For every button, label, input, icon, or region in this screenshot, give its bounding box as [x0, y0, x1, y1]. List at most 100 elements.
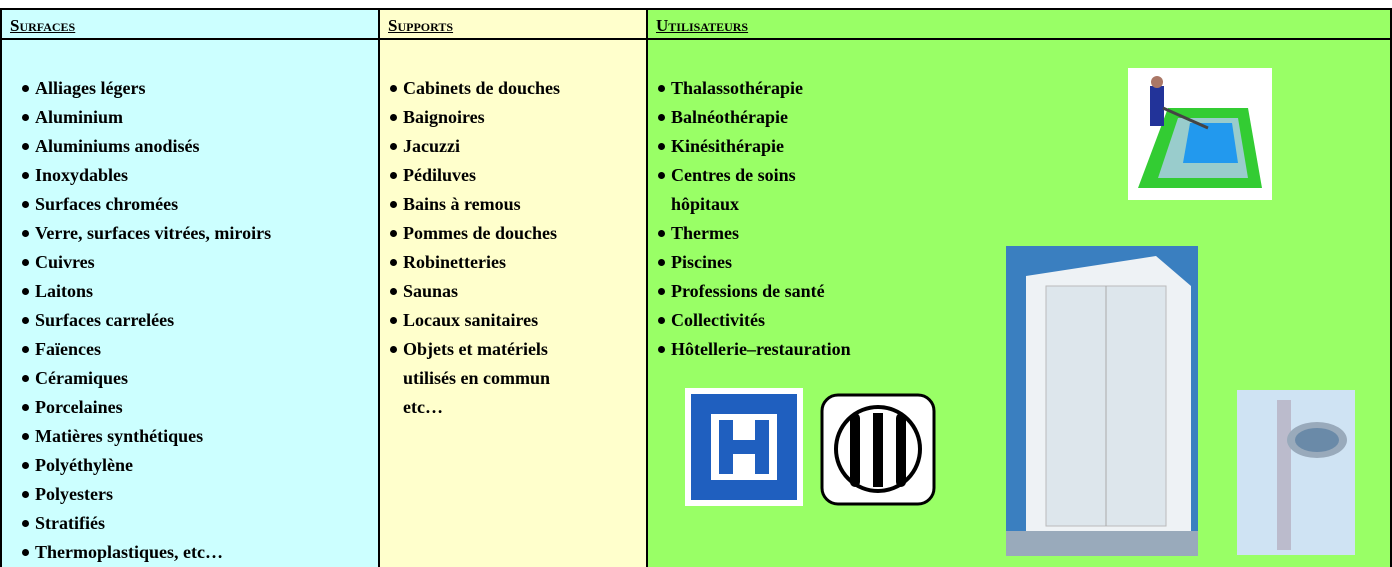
bullet — [22, 172, 29, 179]
header-text: Surfaces — [10, 16, 76, 35]
list-item: Inoxydables — [22, 161, 271, 190]
bullet — [390, 288, 397, 295]
header-text: Supports — [388, 16, 454, 35]
list-item: Porcelaines — [22, 393, 271, 422]
list-item: Polyesters — [22, 480, 271, 509]
item-text: Baignoires — [403, 107, 485, 127]
list-item: Thermoplastiques, etc… — [22, 538, 271, 567]
bullet — [658, 259, 665, 266]
shower-cabin-image — [1006, 246, 1198, 556]
header-text: Utilisateurs — [656, 16, 749, 35]
list-item: Faïences — [22, 335, 271, 364]
bullet — [22, 375, 29, 382]
item-text: Saunas — [403, 281, 459, 301]
item-text: Inoxydables — [35, 165, 129, 185]
list-item: Objets et matériels utilisés en commun e… — [390, 335, 560, 422]
list-item: Matières synthétiques — [22, 422, 271, 451]
item-text: Pommes de douches — [403, 223, 557, 243]
item-text: Stratifiés — [35, 513, 105, 533]
bullet — [22, 520, 29, 527]
item-text: Surfaces carrelées — [35, 310, 175, 330]
restaurant-sign — [820, 393, 936, 506]
item-text: Thermoplastiques, etc… — [35, 542, 223, 562]
item-text: Polyesters — [35, 484, 113, 504]
list-item: Balnéothérapie — [658, 103, 851, 132]
bullet — [22, 230, 29, 237]
bullet — [22, 288, 29, 295]
bullet — [390, 230, 397, 237]
bullet — [22, 85, 29, 92]
list-item: Thalassothérapie — [658, 74, 851, 103]
item-text: Aluminium — [35, 107, 124, 127]
bullet — [658, 346, 665, 353]
item-text: Porcelaines — [35, 397, 123, 417]
item-text: Piscines — [671, 252, 732, 272]
list-item: Cuivres — [22, 248, 271, 277]
list-item: Polyéthylène — [22, 451, 271, 480]
item-text: Matières synthétiques — [35, 426, 204, 446]
bullet — [22, 491, 29, 498]
item-text: Collectivités — [671, 310, 765, 330]
list: Cabinets de douches Baignoires Jacuzzi Pédi… — [390, 74, 560, 422]
bullet — [22, 433, 29, 440]
list-item: Piscines — [658, 248, 851, 277]
list-item: Locaux sanitaires — [390, 306, 560, 335]
item-text: Locaux sanitaires — [403, 310, 539, 330]
item-text: Bains à remous — [403, 194, 521, 214]
supports-column: Supports Cabinets de douches Baignoires Ja… — [378, 8, 646, 567]
item-text: Thalassothérapie — [671, 78, 804, 98]
bullet — [22, 462, 29, 469]
bullet — [658, 230, 665, 237]
list-item: Pommes de douches — [390, 219, 560, 248]
item-text: Cabinets de douches — [403, 78, 561, 98]
bullet — [658, 288, 665, 295]
bullet — [22, 143, 29, 150]
item-text: Centres de soins hôpitaux — [671, 165, 796, 214]
shower-head-image — [1237, 390, 1355, 555]
bullet — [658, 317, 665, 324]
utilisateurs-column: Utilisateurs Thalassothérapie Balnéothéra… — [646, 8, 1392, 567]
list-item: Aluminiums anodisés — [22, 132, 271, 161]
list: Alliages légers Aluminium Aluminiums anodi… — [22, 74, 271, 567]
bullet — [22, 404, 29, 411]
list-item: Kinésithérapie — [658, 132, 851, 161]
header-cell: Surfaces — [2, 8, 378, 40]
bullet — [390, 201, 397, 208]
list-item: Jacuzzi — [390, 132, 560, 161]
list-item: Thermes — [658, 219, 851, 248]
item-text: Objets et matériels utilisés en commun e… — [403, 339, 551, 417]
bullet — [658, 85, 665, 92]
bullet — [22, 114, 29, 121]
item-text: Balnéothérapie — [671, 107, 788, 127]
item-text: Professions de santé — [671, 281, 825, 301]
list-item: Cabinets de douches — [390, 74, 560, 103]
item-text: Faïences — [35, 339, 101, 359]
item-text: Céramiques — [35, 368, 128, 388]
list-item: Surfaces carrelées — [22, 306, 271, 335]
list-item: Baignoires — [390, 103, 560, 132]
item-text: Verre, surfaces vitrées, miroirs — [35, 223, 272, 243]
item-text: Polyéthylène — [35, 455, 133, 475]
bullet — [22, 201, 29, 208]
list-item: Stratifiés — [22, 509, 271, 538]
bullet — [390, 346, 397, 353]
bullet — [22, 259, 29, 266]
list-item: Bains à remous — [390, 190, 560, 219]
bullet — [390, 114, 397, 121]
header-cell: Supports — [380, 8, 646, 40]
hospital-sign — [685, 388, 803, 506]
bullet — [658, 143, 665, 150]
item-text: Aluminiums anodisés — [35, 136, 200, 156]
list-item: Alliages légers — [22, 74, 271, 103]
bullet — [658, 114, 665, 121]
item-text: Cuivres — [35, 252, 95, 272]
bullet — [390, 143, 397, 150]
list-item: Professions de santé — [658, 277, 851, 306]
list-item: Saunas — [390, 277, 560, 306]
list: Thalassothérapie Balnéothérapie Kinésithér… — [658, 74, 851, 364]
list-item: Hôtellerie–restauration — [658, 335, 851, 364]
bullet — [22, 317, 29, 324]
item-text: Hôtellerie–restauration — [671, 339, 851, 359]
item-text: Jacuzzi — [403, 136, 460, 156]
